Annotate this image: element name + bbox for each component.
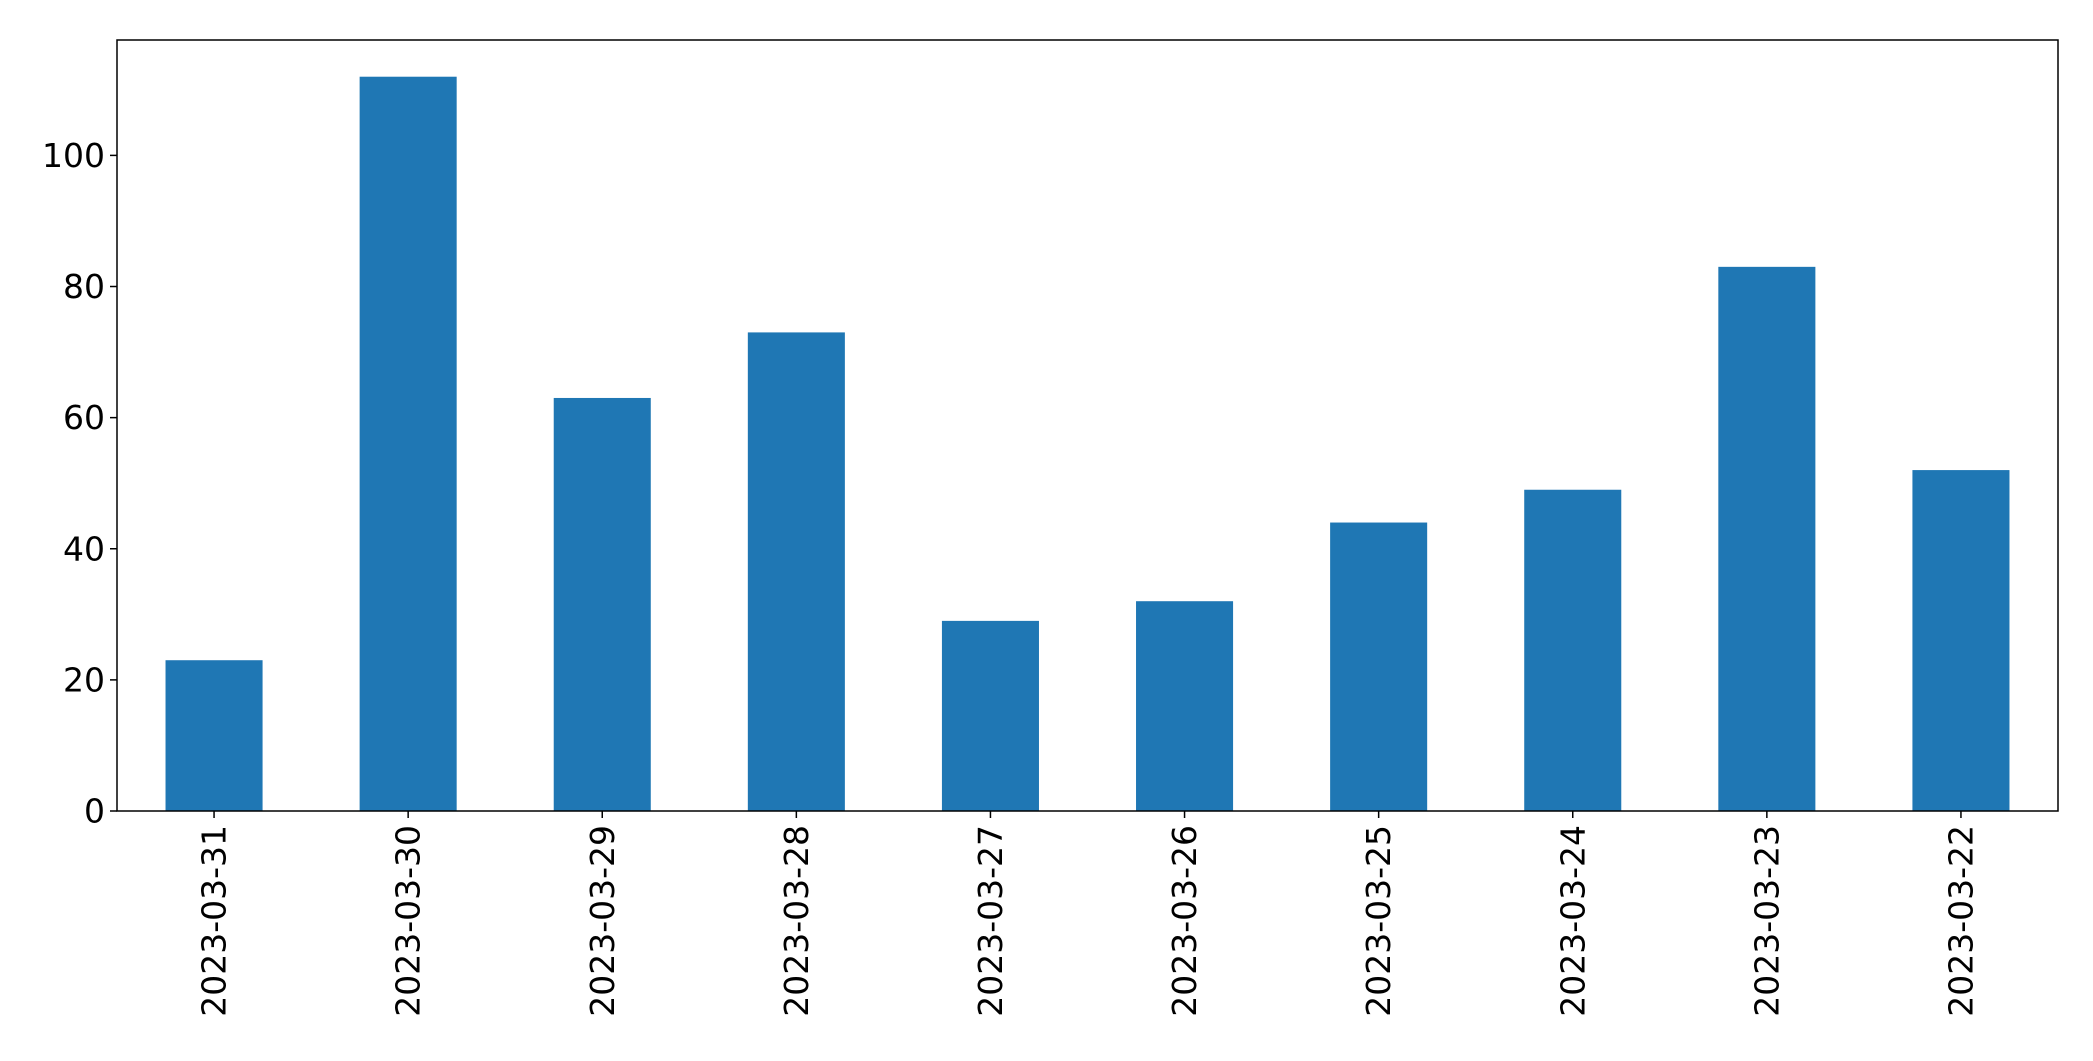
y-tick-label: 0 [84,792,105,831]
y-tick-label: 100 [42,136,105,175]
x-tick-label: 2023-03-28 [777,825,816,1017]
x-tick-label: 2023-03-31 [195,825,234,1017]
plot-frame [116,39,2059,812]
x-tick-label: 2023-03-27 [971,825,1010,1017]
bar-2023-03-28 [747,332,845,811]
y-tick-label: 20 [63,660,105,699]
x-tick-label: 2023-03-24 [1553,825,1592,1017]
x-tick-label: 2023-03-26 [1165,825,1204,1017]
bar-2023-03-22 [1912,470,2010,811]
x-tick-label: 2023-03-29 [583,825,622,1017]
bar-2023-03-30 [359,76,457,811]
bar-2023-03-29 [553,397,651,811]
x-axis: 2023-03-31 2023-03-30 2023-03-29 2023-03-28… [195,811,1980,1017]
bar-2023-03-26 [1136,601,1234,811]
bar-2023-03-25 [1330,522,1428,811]
y-tick-label: 40 [63,529,105,568]
y-axis: 0 20 40 60 80 100 [42,136,117,831]
y-tick-label: 80 [63,267,105,306]
x-tick-label: 2023-03-25 [1359,825,1398,1017]
x-tick-label: 2023-03-22 [1941,825,1980,1017]
x-tick-label: 2023-03-23 [1747,825,1786,1017]
y-tick-label: 60 [63,398,105,437]
bar-2023-03-27 [941,620,1039,811]
bar-2023-03-31 [165,660,263,811]
bar-2023-03-24 [1524,489,1622,811]
bars-layer [165,76,2010,812]
bar-2023-03-23 [1718,266,1816,812]
x-tick-label: 2023-03-30 [389,825,428,1017]
